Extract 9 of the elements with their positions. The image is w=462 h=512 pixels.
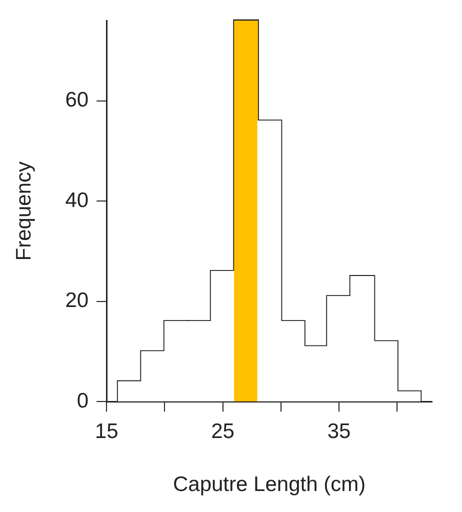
x-axis-title: Caputre Length (cm) [172,473,366,496]
y-tick-label: 60 [65,88,89,112]
x-tick-label: 15 [94,420,118,443]
y-tick-label: 40 [65,188,89,212]
y-tick-label: 20 [65,289,89,312]
y-tick-label: 0 [76,389,89,412]
x-tick-label: 35 [327,420,351,443]
x-tick-label: 25 [211,420,234,443]
y-axis-title: Frequency [12,160,36,261]
